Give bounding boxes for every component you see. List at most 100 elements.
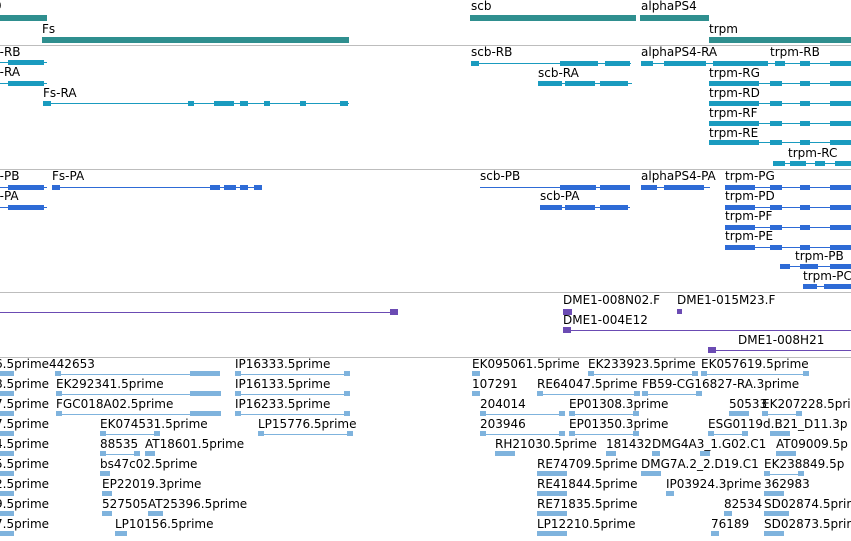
feature-label[interactable]: DME1-004E12 [563, 313, 648, 327]
exon-block[interactable] [52, 185, 60, 190]
est-glyph[interactable] [472, 371, 480, 376]
exon-block[interactable] [830, 245, 851, 250]
feature-label[interactable]: alphaPS4-PA [641, 169, 716, 183]
feature-label[interactable]: bs47c02.5prime [100, 457, 198, 471]
exon-block[interactable] [540, 205, 562, 210]
feature-label[interactable]: Fs-PA [52, 169, 85, 183]
est-glyph[interactable] [235, 371, 241, 376]
exon-block[interactable] [800, 101, 810, 106]
est-glyph[interactable] [537, 511, 567, 516]
est-glyph[interactable] [190, 411, 220, 416]
est-glyph[interactable] [764, 491, 784, 496]
feature-label[interactable]: 50533 [729, 397, 768, 411]
est-glyph[interactable] [495, 451, 515, 456]
feature-label[interactable]: scb-RB [471, 45, 513, 59]
est-glyph[interactable] [134, 451, 140, 456]
exon-block[interactable] [775, 61, 785, 66]
feature-label[interactable]: 527505 [102, 497, 148, 511]
feature-label[interactable]: 204014 [480, 397, 526, 411]
exon-block[interactable] [770, 101, 782, 106]
est-glyph[interactable] [100, 431, 106, 436]
feature-label[interactable]: 9.5prime [0, 497, 50, 511]
est-glyph[interactable] [235, 391, 241, 396]
est-glyph[interactable] [100, 451, 106, 456]
feature-label[interactable]: RH21030.5prime [495, 437, 597, 451]
exon-block[interactable] [830, 61, 851, 66]
est-glyph[interactable] [700, 451, 710, 456]
exon-block[interactable] [560, 185, 596, 190]
est-glyph[interactable] [711, 531, 719, 536]
est-glyph[interactable] [190, 371, 220, 376]
est-glyph[interactable] [537, 471, 567, 476]
exon-block[interactable] [830, 185, 851, 190]
clone-end[interactable] [677, 309, 682, 314]
exon-block[interactable] [800, 81, 810, 86]
exon-block[interactable] [709, 81, 759, 86]
exon-block[interactable] [240, 101, 248, 106]
exon-block[interactable] [790, 161, 806, 166]
feature-label[interactable]: RE41844.5prime [537, 477, 638, 491]
exon-block[interactable] [780, 264, 790, 269]
feature-label[interactable]: EP22019.3prime [102, 477, 202, 491]
clone-end[interactable] [708, 347, 716, 353]
exon-block[interactable] [264, 101, 270, 106]
feature-label[interactable]: Fs [42, 22, 56, 36]
feature-label[interactable]: RE71835.5prime [537, 497, 638, 511]
feature-label[interactable]: trpm-RB [770, 45, 820, 59]
feature-label[interactable]: 9-RB [0, 45, 21, 59]
est-glyph[interactable] [798, 471, 804, 476]
feature-label[interactable]: IP03924.3prime [666, 477, 762, 491]
est-glyph[interactable] [696, 391, 702, 396]
exon-block[interactable] [43, 101, 51, 106]
exon-block[interactable] [8, 81, 44, 86]
feature-label[interactable]: EP01308.3prime [569, 397, 669, 411]
est-glyph[interactable] [724, 511, 732, 516]
est-glyph[interactable] [796, 411, 802, 416]
exon-block[interactable] [830, 121, 851, 126]
exon-block[interactable] [8, 185, 44, 190]
feature-label[interactable]: EK238849.5p [764, 457, 845, 471]
feature-label[interactable]: FB59-CG16827-RA.3prime [642, 377, 800, 391]
feature-label[interactable]: 8.5prime [0, 377, 50, 391]
exon-block[interactable] [560, 61, 598, 66]
feature-label[interactable]: 76189 [711, 517, 750, 531]
exon-block[interactable] [8, 60, 44, 65]
est-glyph[interactable] [145, 451, 155, 456]
est-glyph[interactable] [102, 511, 112, 516]
est-glyph[interactable] [0, 391, 14, 396]
gene-bar[interactable] [0, 15, 47, 21]
est-glyph[interactable] [641, 471, 661, 476]
exon-block[interactable] [725, 245, 755, 250]
exon-block[interactable] [770, 245, 782, 250]
exon-block[interactable] [770, 140, 782, 145]
est-glyph[interactable] [0, 451, 14, 456]
feature-label[interactable]: IP16233.5prime [235, 397, 331, 411]
feature-label[interactable]: 5.5prime [0, 457, 50, 471]
est-glyph[interactable] [0, 371, 14, 376]
feature-label[interactable]: scb [471, 0, 492, 13]
exon-block[interactable] [538, 81, 562, 86]
feature-label[interactable]: 9 [0, 0, 2, 13]
feature-label[interactable]: 7.5prime [0, 417, 50, 431]
feature-label[interactable]: IP16133.5prime [235, 377, 331, 391]
feature-label[interactable]: trpm-RC [788, 146, 838, 160]
exon-block[interactable] [815, 161, 825, 166]
exon-block[interactable] [800, 205, 810, 210]
exon-block[interactable] [565, 81, 595, 86]
feature-label[interactable]: alphaPS4 [641, 0, 697, 13]
feature-label[interactable]: trpm-RD [709, 86, 760, 100]
feature-label[interactable]: 9-PB [0, 169, 20, 183]
exon-block[interactable] [773, 161, 785, 166]
exon-block[interactable] [800, 140, 810, 145]
feature-label[interactable]: DME1-015M23.F [677, 293, 776, 307]
feature-label[interactable]: FGC018A02.5prime [56, 397, 174, 411]
exon-block[interactable] [641, 61, 653, 66]
est-glyph[interactable] [642, 391, 648, 396]
est-glyph[interactable] [148, 511, 163, 516]
feature-label[interactable]: trpm-RG [709, 66, 760, 80]
exon-block[interactable] [340, 101, 348, 106]
feature-label[interactable]: EK207228.5prime [762, 397, 851, 411]
est-glyph[interactable] [764, 471, 770, 476]
exon-block[interactable] [800, 121, 810, 126]
est-glyph[interactable] [742, 431, 748, 436]
